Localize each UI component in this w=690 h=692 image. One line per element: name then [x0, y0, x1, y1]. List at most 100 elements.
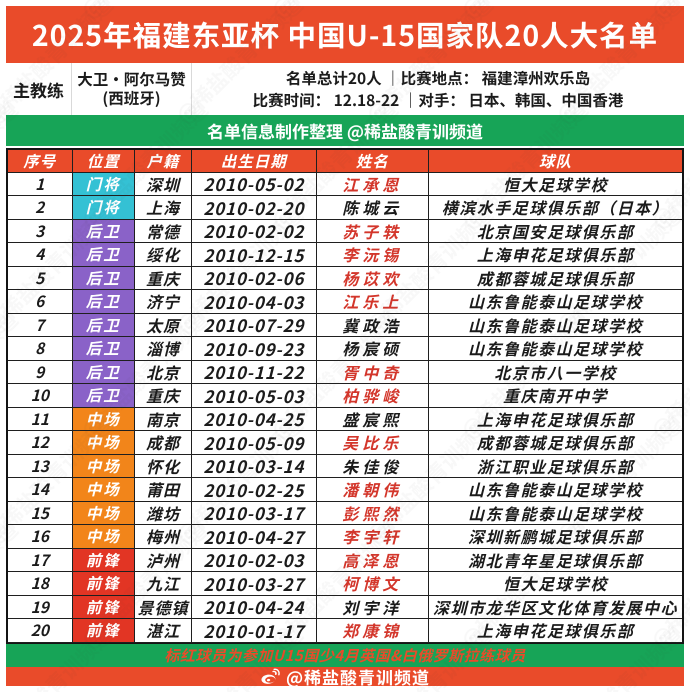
coach-name: 大卫·阿尔马赞 (西班牙) [72, 63, 192, 115]
player-number: 9 [8, 360, 73, 384]
position-badge: 中场 [72, 501, 135, 525]
player-birthdate: 2010-04-27 [192, 525, 317, 549]
position-badge: 后卫 [72, 360, 135, 384]
player-number: 13 [8, 454, 73, 478]
position-badge: 中场 [72, 525, 135, 549]
player-birthdate: 2010-03-14 [192, 454, 317, 478]
player-city: 淄博 [135, 337, 192, 361]
player-city: 莆田 [135, 478, 192, 502]
coach-label: 主教练 [6, 63, 72, 115]
player-team: 山东鲁能泰山足球学校 [429, 502, 682, 525]
player-city: 成都 [135, 431, 192, 455]
player-birthdate: 2010-02-03 [192, 548, 317, 572]
player-birthdate: 2010-02-06 [192, 266, 317, 290]
roster-table: 序号 位置 户籍 出生日期 姓名 球队 1 门将 深圳 2010-05-02 江承恩 恒大足球学校 2 门… [6, 148, 684, 644]
player-city: 重庆 [135, 384, 192, 408]
player-city: 九江 [135, 572, 192, 596]
coach-name-text: 大卫·阿尔马赞 [77, 67, 186, 90]
player-team: 横滨水手足球俱乐部（日本） [429, 196, 682, 220]
player-birthdate: 2010-03-27 [192, 572, 317, 596]
player-number: 20 [8, 619, 73, 643]
player-birthdate: 2010-03-17 [192, 501, 317, 525]
player-birthdate: 2010-05-02 [192, 172, 317, 196]
player-city: 南京 [135, 407, 192, 431]
weibo-logo-icon [260, 668, 281, 685]
player-city: 济宁 [135, 290, 192, 314]
player-number: 2 [8, 196, 73, 220]
player-name: 胥中奇 [316, 360, 429, 384]
player-city: 景德镇 [135, 595, 192, 619]
player-name: 彭熙然 [316, 501, 429, 525]
player-city: 常德 [135, 219, 192, 243]
position-badge: 中场 [72, 454, 135, 478]
player-birthdate: 2010-01-17 [192, 619, 317, 643]
player-city: 梅州 [135, 525, 192, 549]
player-number: 7 [8, 313, 73, 337]
player-city: 上海 [135, 196, 192, 220]
player-team: 山东鲁能泰山足球学校 [429, 314, 682, 337]
page-title: 2025年福建东亚杯 中国U-15国家队20人大名单 [31, 14, 659, 55]
player-birthdate: 2010-02-25 [192, 478, 317, 502]
player-city: 潍坊 [135, 501, 192, 525]
position-badge: 前锋 [72, 595, 135, 619]
player-birthdate: 2010-09-23 [192, 337, 317, 361]
column-header-name: 姓名 [316, 150, 429, 173]
player-number: 5 [8, 266, 73, 290]
player-number: 16 [8, 525, 73, 549]
player-name: 陈城云 [316, 196, 429, 220]
footer-note: 标红球员为参加U15国少4月英国&白俄罗斯拉练球员 [6, 644, 684, 667]
player-city: 重庆 [135, 266, 192, 290]
credit-bar-text: 名单信息制作整理 @稀盐酸青训频道 [207, 118, 483, 143]
player-name: 盛宸熙 [316, 407, 429, 431]
player-team: 湖北青年星足球俱乐部 [429, 549, 682, 572]
match-info: 名单总计20人 ｜比赛地点： 福建漳州欢乐岛 比赛时间： 12.18-22 ｜对… [192, 63, 684, 115]
player-team: 深圳市龙华区文化体育发展中心 [429, 596, 682, 619]
position-badge: 门将 [72, 172, 135, 196]
player-name: 江承恩 [316, 172, 429, 196]
player-birthdate: 2010-05-09 [192, 431, 317, 455]
position-badge: 后卫 [72, 243, 135, 267]
title-bar: 2025年福建东亚杯 中国U-15国家队20人大名单 [6, 6, 684, 63]
player-number: 1 [8, 172, 73, 196]
position-badge: 后卫 [72, 384, 135, 408]
player-number: 11 [8, 407, 73, 431]
player-birthdate: 2010-04-25 [192, 407, 317, 431]
player-number: 14 [8, 478, 73, 502]
player-birthdate: 2010-02-02 [192, 219, 317, 243]
player-city: 太原 [135, 313, 192, 337]
position-badge: 中场 [72, 407, 135, 431]
position-badge: 后卫 [72, 313, 135, 337]
player-number: 19 [8, 595, 73, 619]
coach-row: 主教练 大卫·阿尔马赞 (西班牙) 名单总计20人 ｜比赛地点： 福建漳州欢乐岛… [6, 63, 684, 115]
player-team: 山东鲁能泰山足球学校 [429, 290, 682, 314]
player-birthdate: 2010-04-24 [192, 595, 317, 619]
column-header-team: 球队 [429, 150, 682, 173]
player-number: 4 [8, 243, 73, 267]
player-name: 杨宸硕 [316, 337, 429, 361]
player-team: 北京国安足球俱乐部 [429, 220, 682, 243]
player-number: 17 [8, 548, 73, 572]
player-number: 12 [8, 431, 73, 455]
player-city: 绥化 [135, 243, 192, 267]
player-team: 上海申花足球俱乐部 [429, 243, 682, 267]
footer-credit-text: @稀盐酸青训频道 [285, 663, 431, 689]
player-name: 冀政浩 [316, 313, 429, 337]
player-number: 8 [8, 337, 73, 361]
footer-credit: @稀盐酸青训频道 [6, 663, 684, 689]
player-birthdate: 2010-02-20 [192, 196, 317, 220]
player-name: 吴比乐 [316, 431, 429, 455]
column-header-city: 户籍 [135, 150, 192, 173]
player-team: 恒大足球学校 [429, 173, 682, 196]
player-team: 山东鲁能泰山足球学校 [429, 478, 682, 502]
position-badge: 中场 [72, 478, 135, 502]
coach-nationality: (西班牙) [102, 87, 161, 109]
column-header-dob: 出生日期 [192, 150, 317, 173]
position-badge: 前锋 [72, 548, 135, 572]
player-city: 深圳 [135, 172, 192, 196]
position-badge: 后卫 [72, 219, 135, 243]
position-badge: 中场 [72, 431, 135, 455]
footer-note-text: 标红球员为参加U15国少4月英国&白俄罗斯拉练球员 [164, 644, 526, 666]
match-info-line2: 比赛时间： 12.18-22 ｜对手： 日本、韩国、中国香港 [252, 89, 624, 111]
credit-bar: 名单信息制作整理 @稀盐酸青训频道 [6, 115, 684, 146]
